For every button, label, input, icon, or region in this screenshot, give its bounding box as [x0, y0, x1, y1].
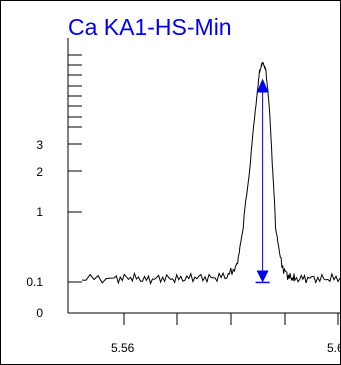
y-tick-label: 0: [36, 306, 43, 320]
chart-title: Ca KA1-HS-Min: [68, 14, 232, 40]
marker-arrow-down: [256, 270, 269, 283]
x-tick-label: 5.56: [111, 341, 135, 355]
spectrum-line: [81, 61, 341, 285]
y-tick-label: 1: [36, 205, 43, 219]
y-tick-label: 2: [36, 165, 43, 179]
marker-arrow-up: [256, 78, 269, 93]
x-tick-label: 5.6: [327, 341, 341, 355]
y-tick-label: 0.1: [26, 275, 43, 289]
y-tick-label: 3: [36, 138, 43, 152]
